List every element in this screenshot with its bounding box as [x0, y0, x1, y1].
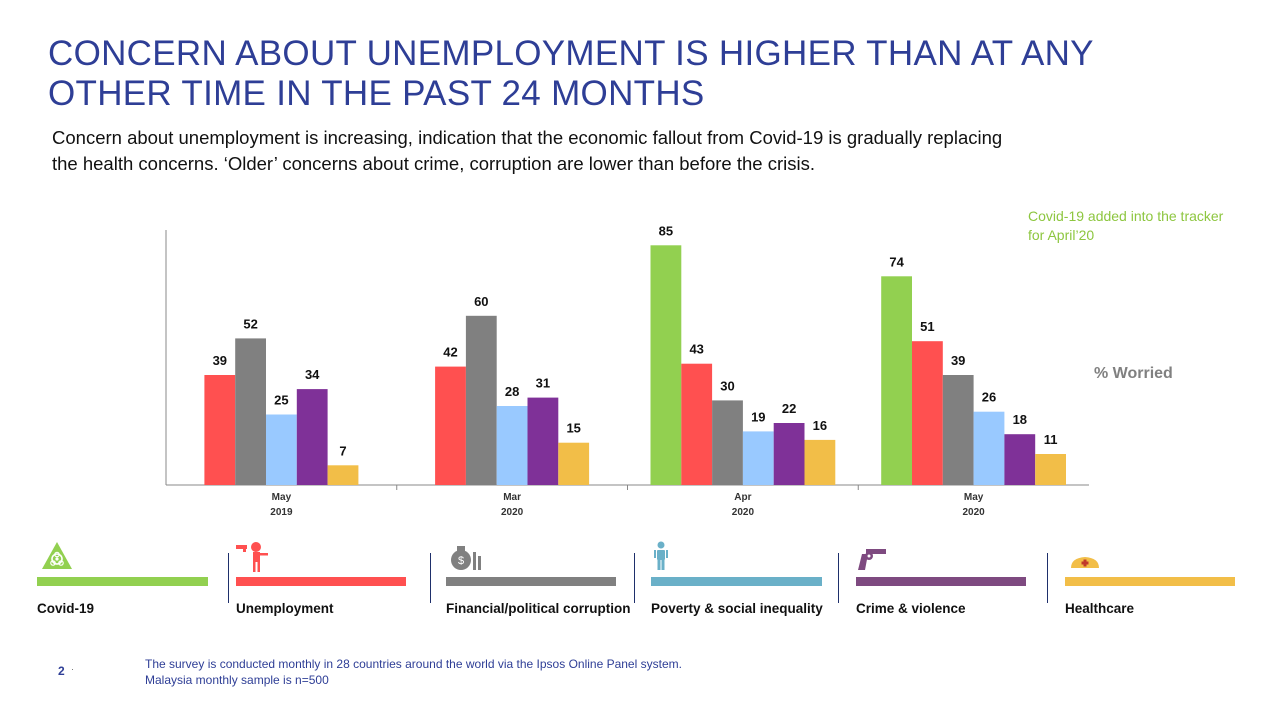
gun-to-head-icon: [236, 542, 268, 572]
page-dot: ·: [71, 664, 74, 674]
legend-separator: [430, 553, 431, 603]
data-label: 43: [689, 342, 703, 357]
data-label: 19: [751, 409, 765, 424]
legend-swatch: [1065, 577, 1235, 586]
bar: [881, 276, 912, 485]
bar: [650, 245, 682, 485]
data-label: 85: [659, 223, 673, 238]
person-icon: [654, 541, 668, 570]
data-label: 16: [813, 418, 827, 433]
legend-swatch: [446, 577, 616, 586]
x-tick-label: 2019: [270, 507, 293, 518]
data-label: 51: [920, 319, 934, 334]
bar: [1035, 454, 1066, 485]
bar: [712, 400, 743, 485]
bar: [973, 411, 1005, 485]
bar: [742, 431, 774, 485]
bar: [327, 465, 359, 485]
x-tick-label: 2020: [962, 507, 985, 518]
title-line-2: OTHER TIME IN THE PAST 24 MONTHS: [48, 74, 705, 113]
legend-separator: [1047, 553, 1048, 603]
data-label: 74: [889, 254, 904, 269]
data-label: 31: [536, 376, 550, 391]
data-label: 28: [505, 384, 519, 399]
data-label: 7: [339, 443, 346, 458]
bar: [1004, 434, 1036, 485]
title-line-1: CONCERN ABOUT UNEMPLOYMENT IS HIGHER THA…: [48, 34, 1094, 73]
legend-label: Healthcare: [1065, 601, 1135, 616]
footer-note: The survey is conducted monthly in 28 co…: [145, 656, 845, 688]
x-tick-label: Apr: [734, 492, 751, 503]
data-label: 18: [1013, 412, 1027, 427]
legend-label: Poverty & social inequality: [651, 601, 823, 616]
legend-separator: [634, 553, 635, 603]
data-label: 11: [1044, 432, 1058, 447]
bar: [804, 439, 836, 485]
data-label: 52: [243, 316, 257, 331]
subtitle-line-1: Concern about unemployment is increasing…: [52, 127, 1003, 148]
data-label: 25: [274, 393, 288, 408]
legend-swatch: [236, 577, 406, 586]
data-label: 39: [213, 353, 227, 368]
bar: [681, 363, 713, 485]
legend-swatch: [856, 577, 1026, 586]
legend-separator: [228, 553, 229, 603]
page-number: 2: [58, 664, 65, 678]
legend-label: Financial/political corruption: [446, 601, 631, 616]
bar: [496, 406, 528, 485]
nurse-cap-icon: [1071, 557, 1099, 568]
legend-label: Covid-19: [37, 601, 95, 616]
bar: [235, 338, 266, 485]
ticks-group: May 2019 Mar 2020 Apr 2020 May 2020: [270, 485, 985, 518]
data-label: 15: [566, 421, 580, 436]
bar: [465, 315, 497, 485]
covid-note: Covid-19 added into the tracker for Apri…: [1028, 208, 1224, 243]
data-label: 39: [951, 353, 965, 368]
data-label: 42: [443, 345, 457, 360]
legend-swatch: [651, 577, 822, 586]
x-tick-label: Mar: [503, 492, 521, 503]
legend-label: Crime & violence: [856, 601, 966, 616]
subtitle: Concern about unemployment is increasing…: [52, 125, 1172, 177]
bar: [204, 375, 236, 485]
legend-label: Unemployment: [236, 601, 334, 616]
biohazard-icon: [42, 542, 72, 569]
bar: [435, 366, 466, 485]
data-label: 60: [474, 294, 488, 309]
page-title: CONCERN ABOUT UNEMPLOYMENT IS HIGHER THA…: [48, 34, 1248, 114]
svg-text:$: $: [458, 555, 464, 567]
x-tick-label: 2020: [501, 507, 524, 518]
unit-label: % Worried: [1094, 365, 1173, 382]
bar: [527, 397, 559, 485]
bar: [912, 341, 943, 485]
data-label: 34: [305, 367, 320, 382]
x-tick-label: 2020: [732, 507, 755, 518]
footer-line-2: Malaysia monthly sample is n=500: [145, 673, 329, 687]
x-tick-label: May: [964, 492, 984, 503]
bar: [266, 414, 297, 485]
x-tick-label: May: [272, 492, 292, 503]
bars-group: 39 52 25 34 7 42 60 28 31 15 85 43 30 19 22 16 74 51 39 26 1…: [204, 223, 1066, 485]
data-label: 30: [720, 378, 734, 393]
money-bag-icon: $: [451, 546, 481, 570]
data-label: 26: [982, 390, 996, 405]
bar: [296, 389, 328, 485]
data-label: 22: [782, 401, 796, 416]
subtitle-line-2: the health concerns. ‘Older’ concerns ab…: [52, 153, 815, 174]
bar: [942, 375, 974, 485]
bar: [773, 423, 805, 485]
bar: [558, 442, 590, 485]
footer-line-1: The survey is conducted monthly in 28 co…: [145, 657, 682, 671]
revolver-icon: [858, 549, 886, 570]
legend-separator: [838, 553, 839, 603]
legend-swatch: [37, 577, 208, 586]
